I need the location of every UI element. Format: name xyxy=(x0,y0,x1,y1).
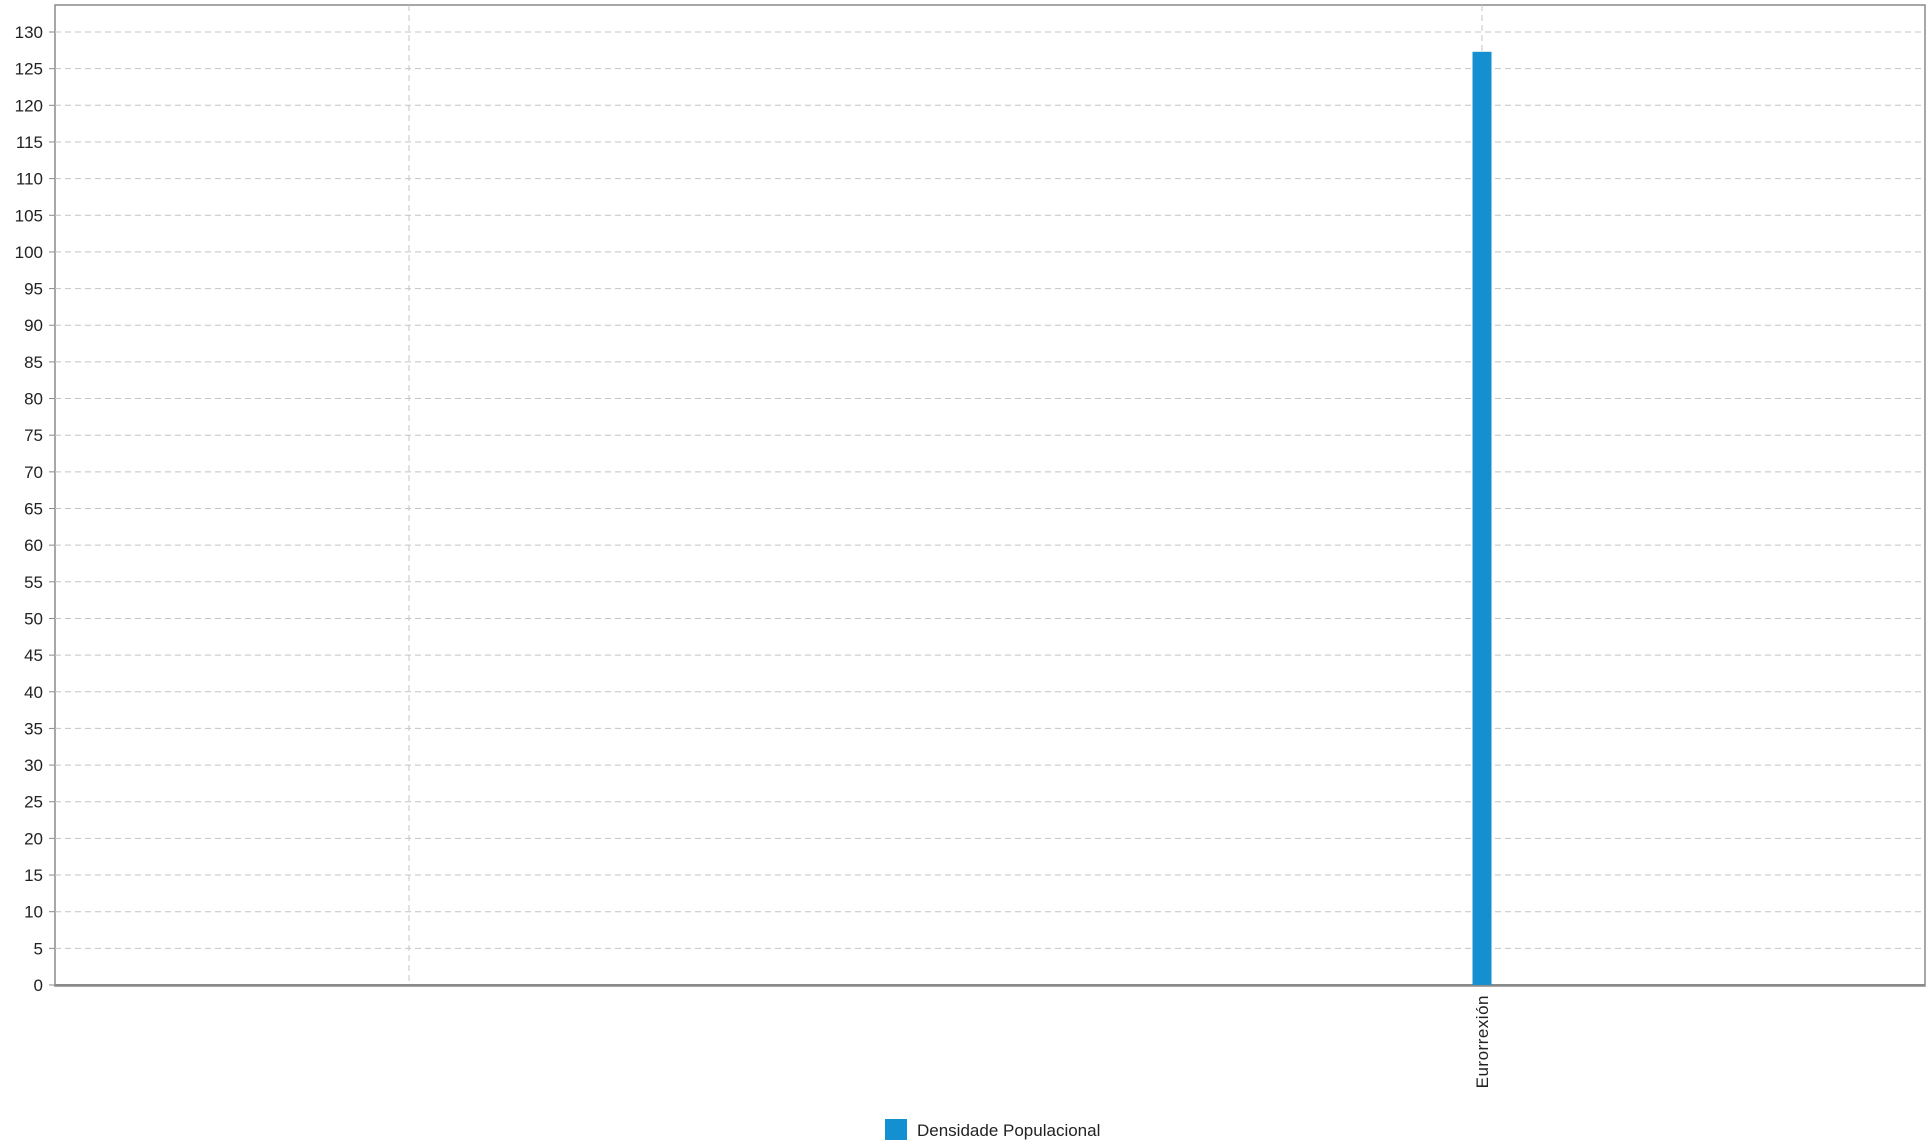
y-tick-label: 40 xyxy=(24,683,43,702)
y-tick-label: 75 xyxy=(24,426,43,445)
y-tick-label: 105 xyxy=(15,206,43,225)
y-tick-label: 95 xyxy=(24,280,43,299)
y-tick-label: 0 xyxy=(34,976,43,995)
y-tick-label: 90 xyxy=(24,316,43,335)
y-tick-label: 100 xyxy=(15,243,43,262)
y-tick-label: 25 xyxy=(24,793,43,812)
y-tick-label: 130 xyxy=(15,23,43,42)
y-tick-label: 45 xyxy=(24,646,43,665)
grid-lines xyxy=(55,5,1925,985)
y-tick-label: 125 xyxy=(15,60,43,79)
x-axis: Eurorrexión xyxy=(1473,995,1492,1088)
y-tick-label: 60 xyxy=(24,536,43,555)
y-tick-label: 35 xyxy=(24,719,43,738)
bar-eurorrexión xyxy=(1472,51,1492,985)
y-axis: 0 5 10 15 20 25 30 35 40 45 50 55 60 65 70 75 80 85 90 95 10… xyxy=(15,23,1925,995)
y-tick-label: 55 xyxy=(24,573,43,592)
y-tick-label: 115 xyxy=(16,133,43,152)
bars xyxy=(1472,51,1492,985)
x-category-label: Eurorrexión xyxy=(1473,995,1492,1088)
y-tick-label: 20 xyxy=(24,829,43,848)
y-tick-label: 50 xyxy=(24,609,43,628)
legend: Densidade Populacional xyxy=(885,1119,1100,1140)
y-tick-label: 65 xyxy=(24,500,43,519)
y-tick-label: 80 xyxy=(24,390,43,409)
y-tick-label: 110 xyxy=(16,170,43,189)
y-tick-label: 5 xyxy=(34,939,43,958)
y-tick-label: 70 xyxy=(24,463,43,482)
y-tick-label: 85 xyxy=(24,353,43,372)
y-tick-label: 30 xyxy=(24,756,43,775)
legend-label-densidade-populacional: Densidade Populacional xyxy=(917,1121,1100,1140)
legend-swatch-densidade-populacional xyxy=(885,1119,907,1140)
y-tick-label: 15 xyxy=(24,866,43,885)
y-tick-label: 10 xyxy=(24,903,43,922)
y-tick-label: 120 xyxy=(15,96,43,115)
